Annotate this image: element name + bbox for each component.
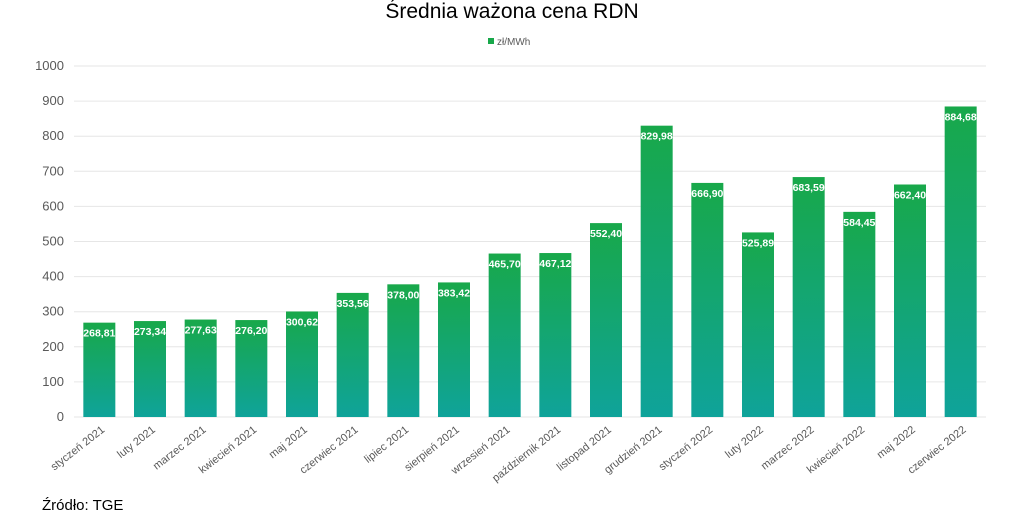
data-label: 884,68 [945, 111, 977, 123]
x-tick-label: styczeń 2021 [49, 424, 107, 473]
data-label: 378,00 [387, 289, 419, 301]
bar [691, 182, 724, 417]
bar [843, 211, 876, 417]
y-tick-label: 500 [42, 234, 64, 249]
x-tick-label: lipiec 2021 [362, 424, 411, 466]
data-label: 552,40 [590, 228, 622, 240]
bar [894, 184, 926, 417]
x-tick-label: luty 2021 [115, 424, 158, 461]
bar [640, 125, 673, 418]
y-tick-label: 300 [42, 304, 64, 319]
data-label: 467,12 [539, 258, 571, 270]
data-label: 268,81 [83, 328, 115, 340]
data-label: 383,42 [438, 287, 470, 299]
y-tick-label: 400 [42, 269, 64, 284]
bar [792, 177, 825, 417]
data-label: 525,89 [742, 237, 774, 249]
data-label: 584,45 [843, 217, 875, 229]
y-tick-label: 1000 [35, 58, 64, 73]
y-tick-label: 200 [42, 339, 64, 354]
data-label: 666,90 [691, 188, 723, 200]
bar [83, 322, 116, 417]
data-label: 683,59 [793, 182, 825, 194]
y-tick-label: 700 [42, 163, 64, 178]
bar [742, 232, 774, 417]
bar [286, 311, 318, 417]
legend-label: zł/MWh [497, 37, 530, 48]
chart-legend: zł/MWh [488, 37, 530, 48]
bar [539, 253, 572, 417]
legend-swatch [488, 38, 494, 44]
y-tick-label: 0 [57, 409, 64, 424]
data-label: 277,63 [185, 325, 217, 337]
bars [83, 106, 977, 418]
y-tick-label: 900 [42, 93, 64, 108]
data-label: 300,62 [286, 316, 318, 328]
bar [488, 253, 521, 417]
bar [184, 319, 217, 417]
data-labels: 268,81 273,34 277,63 276,20 300,62 353,56 378,… [83, 111, 977, 339]
data-label: 465,70 [489, 259, 521, 271]
data-label: 273,34 [134, 326, 166, 338]
y-axis-ticks: 0 100 200 300 400 500 600 700 800 900 1000 [35, 58, 64, 424]
bar [387, 284, 420, 417]
x-tick-label: styczeń 2022 [657, 424, 715, 473]
data-label: 662,40 [894, 189, 926, 201]
x-tick-label: maj 2021 [267, 424, 310, 461]
bar [336, 292, 369, 417]
data-label: 353,56 [337, 298, 369, 310]
bar [134, 321, 166, 417]
grid-lines [74, 65, 986, 418]
bar [438, 282, 470, 417]
y-tick-label: 600 [42, 198, 64, 213]
data-label: 276,20 [235, 325, 267, 337]
x-tick-label: maj 2022 [875, 424, 918, 461]
source-note: Źródło: TGE [42, 497, 124, 514]
bar [235, 320, 268, 417]
y-tick-label: 800 [42, 128, 64, 143]
chart-title: Średnia ważona cena RDN [385, 0, 639, 23]
bar [590, 223, 622, 417]
y-tick-label: 100 [42, 374, 64, 389]
x-tick-label: luty 2022 [723, 424, 766, 461]
data-label: 829,98 [641, 131, 673, 143]
bar [944, 106, 977, 417]
